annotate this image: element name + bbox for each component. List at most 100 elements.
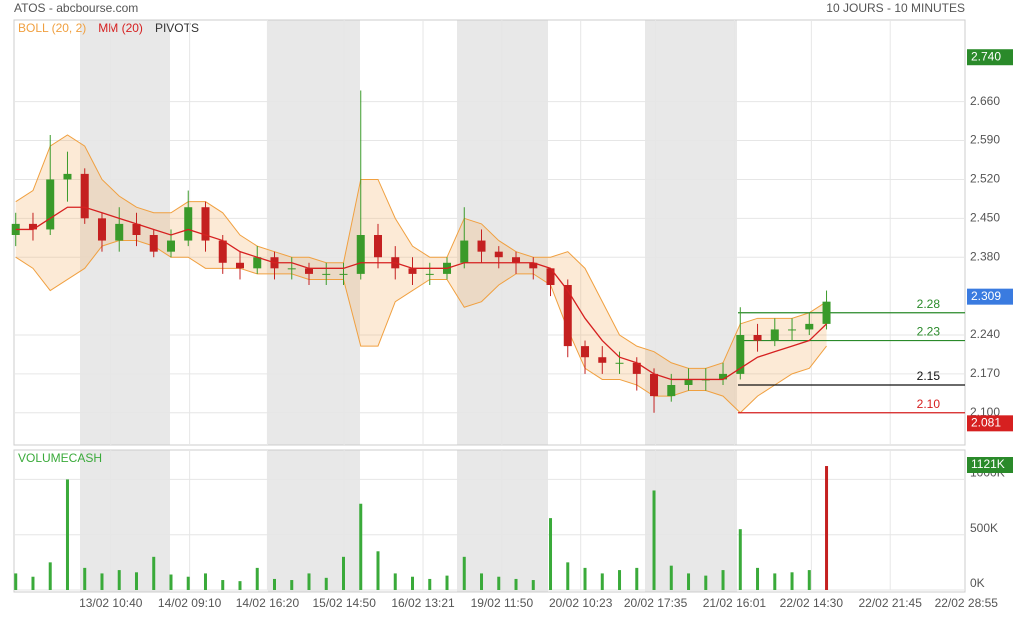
- legend-entry: MM (20): [98, 21, 143, 35]
- pivot-label: 2.23: [917, 325, 941, 339]
- candle-body: [46, 179, 55, 230]
- volume-bar: [324, 577, 328, 590]
- candle-body: [770, 329, 779, 341]
- y-tick-label: 2.590: [970, 133, 1000, 147]
- volume-bar: [790, 572, 794, 590]
- pivot-label: 2.28: [917, 297, 941, 311]
- volume-bar: [376, 551, 380, 590]
- candle-body: [805, 323, 814, 330]
- y-tick-label: 2.660: [970, 94, 1000, 108]
- volume-bar: [825, 466, 829, 590]
- y-tick-label: 500K: [970, 521, 998, 535]
- candle-body: [149, 235, 158, 252]
- volume-bar: [480, 573, 484, 590]
- x-tick-label: 14/02 16:20: [236, 596, 300, 610]
- candle-body: [28, 223, 37, 230]
- candle-body: [615, 362, 624, 364]
- volume-bar: [65, 479, 69, 590]
- y-tick-label: 0K: [970, 576, 985, 590]
- candle-body: [218, 240, 227, 263]
- x-tick-label: 22/02 28:55: [935, 596, 999, 610]
- volume-bar: [756, 567, 760, 590]
- candle-body: [788, 329, 797, 331]
- ma: [15, 206, 827, 381]
- y-tick-label: 2.450: [970, 211, 1000, 225]
- candle-body: [374, 235, 383, 258]
- volume-bar: [514, 578, 518, 590]
- value-badge-label: 1121K: [971, 457, 1005, 471]
- volume-bar: [100, 573, 104, 590]
- volume-bar: [497, 576, 501, 590]
- legend-entry: BOLL (20, 2): [18, 21, 86, 35]
- volume-bar: [117, 570, 121, 590]
- volume-bar: [669, 565, 673, 590]
- volume-bar: [83, 567, 87, 590]
- volume-bar: [393, 573, 397, 590]
- volume-bar: [773, 573, 777, 590]
- day-bands: [80, 20, 737, 592]
- candle-body: [477, 240, 486, 252]
- value-badge: [967, 457, 1013, 473]
- candle-body: [546, 268, 555, 285]
- volume-bar: [272, 578, 276, 590]
- volume-bar: [583, 567, 587, 590]
- volume-bar: [14, 573, 18, 590]
- pivot-label: 2.15: [917, 369, 941, 383]
- candle-body: [512, 257, 521, 263]
- legend-entry: PIVOTS: [155, 21, 199, 35]
- candle-body: [132, 223, 141, 235]
- x-tick-label: 22/02 14:30: [780, 596, 844, 610]
- candle-body: [97, 218, 106, 241]
- candle-body: [494, 251, 503, 258]
- volume-bar: [566, 562, 570, 590]
- volume-title: VOLUMECASH: [18, 451, 102, 465]
- chart-title: ATOS - abcbourse.com: [14, 1, 138, 15]
- candle-body: [253, 257, 262, 269]
- x-tick-label: 20/02 10:23: [549, 596, 613, 610]
- value-badge-label: 2.081: [971, 416, 1001, 430]
- volume-bar: [203, 573, 207, 590]
- volume-bar: [411, 576, 415, 590]
- volume-bar: [169, 574, 173, 590]
- y-tick-label: 2.520: [970, 172, 1000, 186]
- x-tick-label: 20/02 17:35: [624, 596, 688, 610]
- candle-body: [63, 173, 72, 180]
- candle-body: [184, 207, 193, 241]
- candle-body: [822, 301, 831, 324]
- value-badge: [967, 288, 1013, 305]
- candle-body: [425, 273, 434, 275]
- candle-body: [80, 173, 89, 219]
- candle-body: [581, 346, 590, 358]
- candle-body: [598, 357, 607, 363]
- volume-bar: [807, 570, 811, 590]
- candle-body: [650, 373, 659, 397]
- x-tick-label: 22/02 21:45: [858, 596, 922, 610]
- x-tick-label: 13/02 10:40: [79, 596, 143, 610]
- candle-body: [684, 379, 693, 385]
- x-tick-label: 16/02 13:21: [391, 596, 455, 610]
- candle-body: [563, 285, 572, 347]
- candle-body: [408, 268, 417, 274]
- candle-body: [304, 268, 313, 274]
- candle-body: [201, 207, 210, 241]
- candle-body: [460, 240, 469, 263]
- volume-bar: [48, 562, 52, 590]
- y-tick-label: 2.240: [970, 327, 1000, 341]
- volume-panel: [13, 449, 966, 593]
- volume-bar: [186, 576, 190, 590]
- volume-bar: [652, 490, 656, 590]
- volume-bar: [445, 575, 449, 590]
- candle-body: [753, 335, 762, 341]
- volume-bar: [152, 556, 156, 590]
- volume-bar: [221, 580, 225, 590]
- candle-body: [287, 268, 296, 270]
- volume-bar: [342, 556, 346, 590]
- y-tick-label: 2.170: [970, 366, 1000, 380]
- volume-bar: [428, 578, 432, 590]
- boll-upper: [15, 134, 827, 369]
- pivot-label: 2.10: [917, 397, 941, 411]
- value-badge-label: 2.740: [971, 49, 1001, 63]
- value-badge: [967, 49, 1013, 66]
- candle-body: [339, 273, 348, 275]
